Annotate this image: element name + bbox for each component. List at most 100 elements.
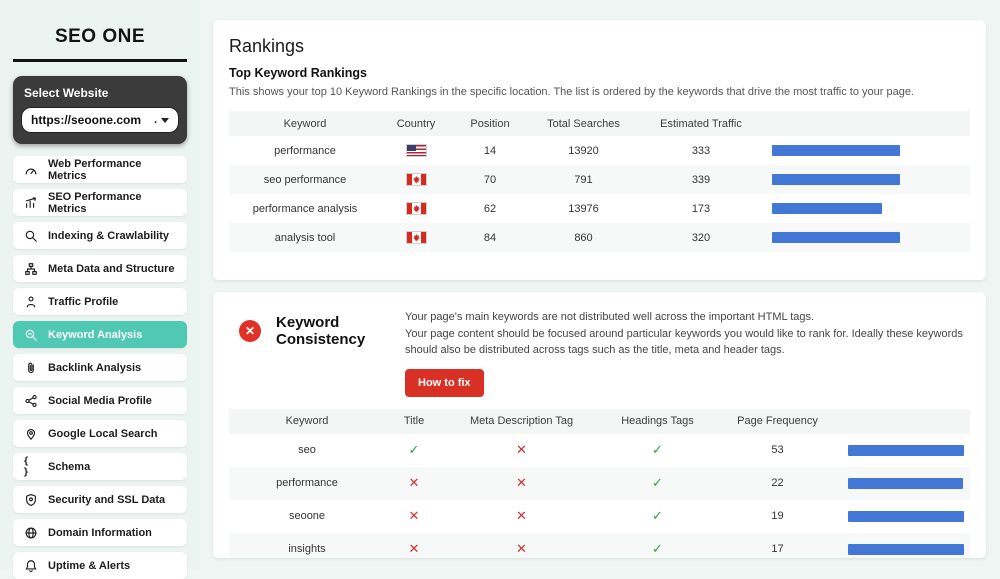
title-underline (13, 59, 187, 62)
app-title: SEO ONE (54, 26, 146, 47)
canada-flag-icon (405, 202, 427, 215)
table-row: performance analysis 62 13976 173 (229, 194, 970, 223)
traffic-bar-cell (764, 232, 970, 243)
sidebar-item-label: Indexing & Crawlability (48, 229, 170, 242)
sidebar-item-meta-data-and-structure[interactable]: Meta Data and Structure (13, 255, 187, 282)
keyword-consistency-title: Keyword Consistency (276, 314, 366, 348)
sidebar-item-web-performance-metrics[interactable]: Web Performance Metrics (13, 156, 187, 183)
country-cell (381, 144, 451, 157)
column-header: Title (403, 415, 425, 427)
traffic-bar-cell (764, 174, 970, 185)
sidebar-item-social-media-profile[interactable]: Social Media Profile (13, 387, 187, 414)
sidebar-item-label: Traffic Profile (48, 295, 119, 308)
table-row: analysis tool 84 860 320 (229, 223, 970, 252)
column-header: Keyword (283, 117, 327, 130)
estimated-traffic-cell: 339 (691, 173, 711, 186)
table-header-row: Keyword Title Meta Description Tag Headings… (229, 408, 970, 434)
search-icon (23, 228, 39, 244)
column-header: Meta Description Tag (469, 415, 574, 427)
sidebar-item-domain-information[interactable]: Domain Information (13, 519, 187, 546)
page-title: Rankings (229, 36, 305, 56)
page-frequency-cell: 19 (771, 510, 784, 522)
sitemap-icon (23, 261, 39, 277)
us-flag-icon (405, 144, 427, 157)
keyword-cell: seo performance (263, 173, 347, 186)
traffic-bar (848, 477, 963, 489)
table-row: performance 14 13920 333 (229, 136, 970, 165)
keyword-consistency-card: ✕ Keyword Consistency Your page's main k… (213, 292, 986, 558)
traffic-bar-cell (840, 444, 970, 456)
traffic-bar-cell (764, 203, 970, 214)
sidebar-item-label: Keyword Analysis (48, 328, 143, 341)
sidebar-item-seo-performance-metrics[interactable]: SEO Performance Metrics (13, 189, 187, 216)
traffic-bar-cell (840, 510, 970, 522)
table-row: seoone ✕ ✕ ✓ 19 (229, 500, 970, 533)
country-cell (381, 173, 451, 186)
sidebar-item-schema[interactable]: { } Schema (13, 453, 187, 480)
keyword-cell: performance (276, 477, 338, 489)
position-cell: 84 (483, 231, 497, 244)
sidebar-item-label: Google Local Search (48, 427, 158, 440)
check-icon: ✓ (408, 442, 420, 457)
description-line-1: Your page's main keywords are not distri… (405, 311, 815, 323)
sidebar-item-uptime-alerts[interactable]: Uptime & Alerts (13, 552, 187, 579)
keyword-consistency-table: Keyword Title Meta Description Tag Headings… (229, 408, 970, 558)
table-row: seo ✓ ✕ ✓ 53 (229, 434, 970, 467)
sidebar-item-traffic-profile[interactable]: Traffic Profile (13, 288, 187, 315)
bell-icon (23, 558, 39, 574)
keyword-cell: performance (274, 144, 336, 157)
chevron-down-icon (161, 117, 169, 123)
column-header: Country (396, 117, 436, 130)
map-pin-icon (23, 426, 39, 442)
sidebar-item-google-local-search[interactable]: Google Local Search (13, 420, 187, 447)
page-frequency-cell: 53 (771, 444, 784, 456)
sidebar-menu: Web Performance Metrics SEO Performance M… (13, 156, 187, 579)
estimated-traffic-cell: 320 (691, 231, 711, 244)
keyword-consistency-description: Your page's main keywords are not distri… (405, 306, 970, 409)
traffic-bar-cell (840, 477, 970, 489)
globe-icon (23, 525, 39, 541)
keyword-cell: seo (298, 444, 316, 456)
total-searches-cell: 860 (574, 231, 593, 244)
sidebar-item-indexing-crawlability[interactable]: Indexing & Crawlability (13, 222, 187, 249)
website-select[interactable]: https://seoone.com . (21, 107, 179, 133)
sidebar-item-backlink-analysis[interactable]: Backlink Analysis (13, 354, 187, 381)
shield-icon (23, 492, 39, 508)
paperclip-icon (23, 360, 39, 376)
cross-icon: ✕ (408, 508, 420, 523)
sidebar-item-label: Uptime & Alerts (48, 559, 131, 572)
description-line-2: Your page content should be focused arou… (405, 327, 963, 357)
total-searches-cell: 13976 (568, 202, 599, 215)
traffic-bar (772, 145, 900, 156)
position-cell: 62 (483, 202, 497, 215)
rankings-description: This shows your top 10 Keyword Rankings … (229, 86, 914, 98)
keyword-cell: performance analysis (252, 202, 358, 215)
how-to-fix-button[interactable]: How to fix (405, 368, 484, 397)
keyword-consistency-title-block: ✕ Keyword Consistency (229, 306, 405, 348)
estimated-traffic-cell: 173 (691, 202, 711, 215)
sidebar-item-label: Web Performance Metrics (48, 157, 142, 182)
sidebar-item-keyword-analysis[interactable]: Keyword Analysis (13, 321, 187, 348)
sidebar-item-label: Schema (48, 460, 91, 473)
traffic-bar (772, 232, 900, 243)
traffic-bar-cell (840, 543, 970, 555)
sidebar-item-label: Social Media Profile (48, 394, 152, 407)
position-cell: 70 (483, 173, 497, 186)
country-cell (381, 202, 451, 215)
rankings-subtitle: Top Keyword Rankings (229, 66, 367, 80)
share-icon (23, 393, 39, 409)
total-searches-cell: 791 (574, 173, 593, 186)
traffic-bar (772, 174, 900, 185)
select-website-label: Select Website (24, 86, 109, 100)
keyword-search-icon (23, 327, 39, 343)
table-row: insights ✕ ✕ ✓ 17 (229, 532, 970, 558)
column-header: Position (470, 117, 510, 130)
table-row: seo performance 70 791 339 (229, 165, 970, 194)
page-frequency-cell: 17 (771, 543, 784, 555)
traffic-bar-cell (764, 145, 970, 156)
cross-icon: ✕ (408, 475, 420, 490)
position-cell: 14 (483, 144, 497, 157)
sidebar-item-security-and-ssl-data[interactable]: Security and SSL Data (13, 486, 187, 513)
sidebar-item-label: Meta Data and Structure (48, 262, 175, 275)
check-icon: ✓ (652, 508, 663, 523)
